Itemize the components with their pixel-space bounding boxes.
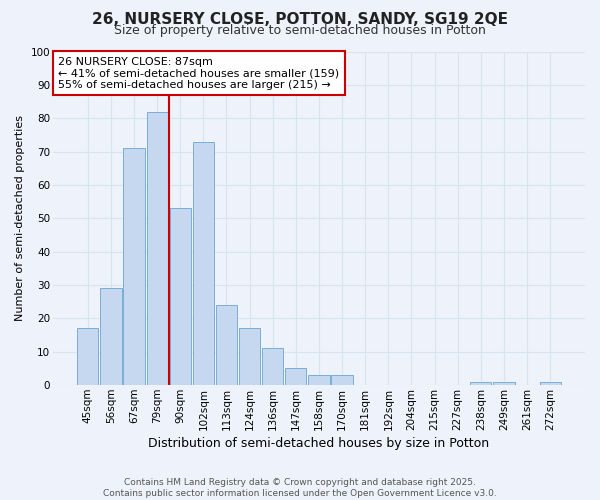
Bar xyxy=(285,368,307,385)
Bar xyxy=(493,382,515,385)
Text: Size of property relative to semi-detached houses in Potton: Size of property relative to semi-detach… xyxy=(114,24,486,37)
Bar xyxy=(100,288,122,385)
Bar xyxy=(239,328,260,385)
Bar xyxy=(539,382,561,385)
Bar xyxy=(262,348,283,385)
Text: 26 NURSERY CLOSE: 87sqm
← 41% of semi-detached houses are smaller (159)
55% of s: 26 NURSERY CLOSE: 87sqm ← 41% of semi-de… xyxy=(58,56,340,90)
Bar xyxy=(308,375,329,385)
Bar xyxy=(331,375,353,385)
Bar xyxy=(124,148,145,385)
Y-axis label: Number of semi-detached properties: Number of semi-detached properties xyxy=(15,116,25,322)
Bar xyxy=(77,328,98,385)
Text: Contains HM Land Registry data © Crown copyright and database right 2025.
Contai: Contains HM Land Registry data © Crown c… xyxy=(103,478,497,498)
Bar xyxy=(193,142,214,385)
Bar xyxy=(470,382,491,385)
Bar xyxy=(216,305,237,385)
Text: 26, NURSERY CLOSE, POTTON, SANDY, SG19 2QE: 26, NURSERY CLOSE, POTTON, SANDY, SG19 2… xyxy=(92,12,508,28)
Bar xyxy=(170,208,191,385)
Bar xyxy=(146,112,168,385)
X-axis label: Distribution of semi-detached houses by size in Potton: Distribution of semi-detached houses by … xyxy=(148,437,490,450)
